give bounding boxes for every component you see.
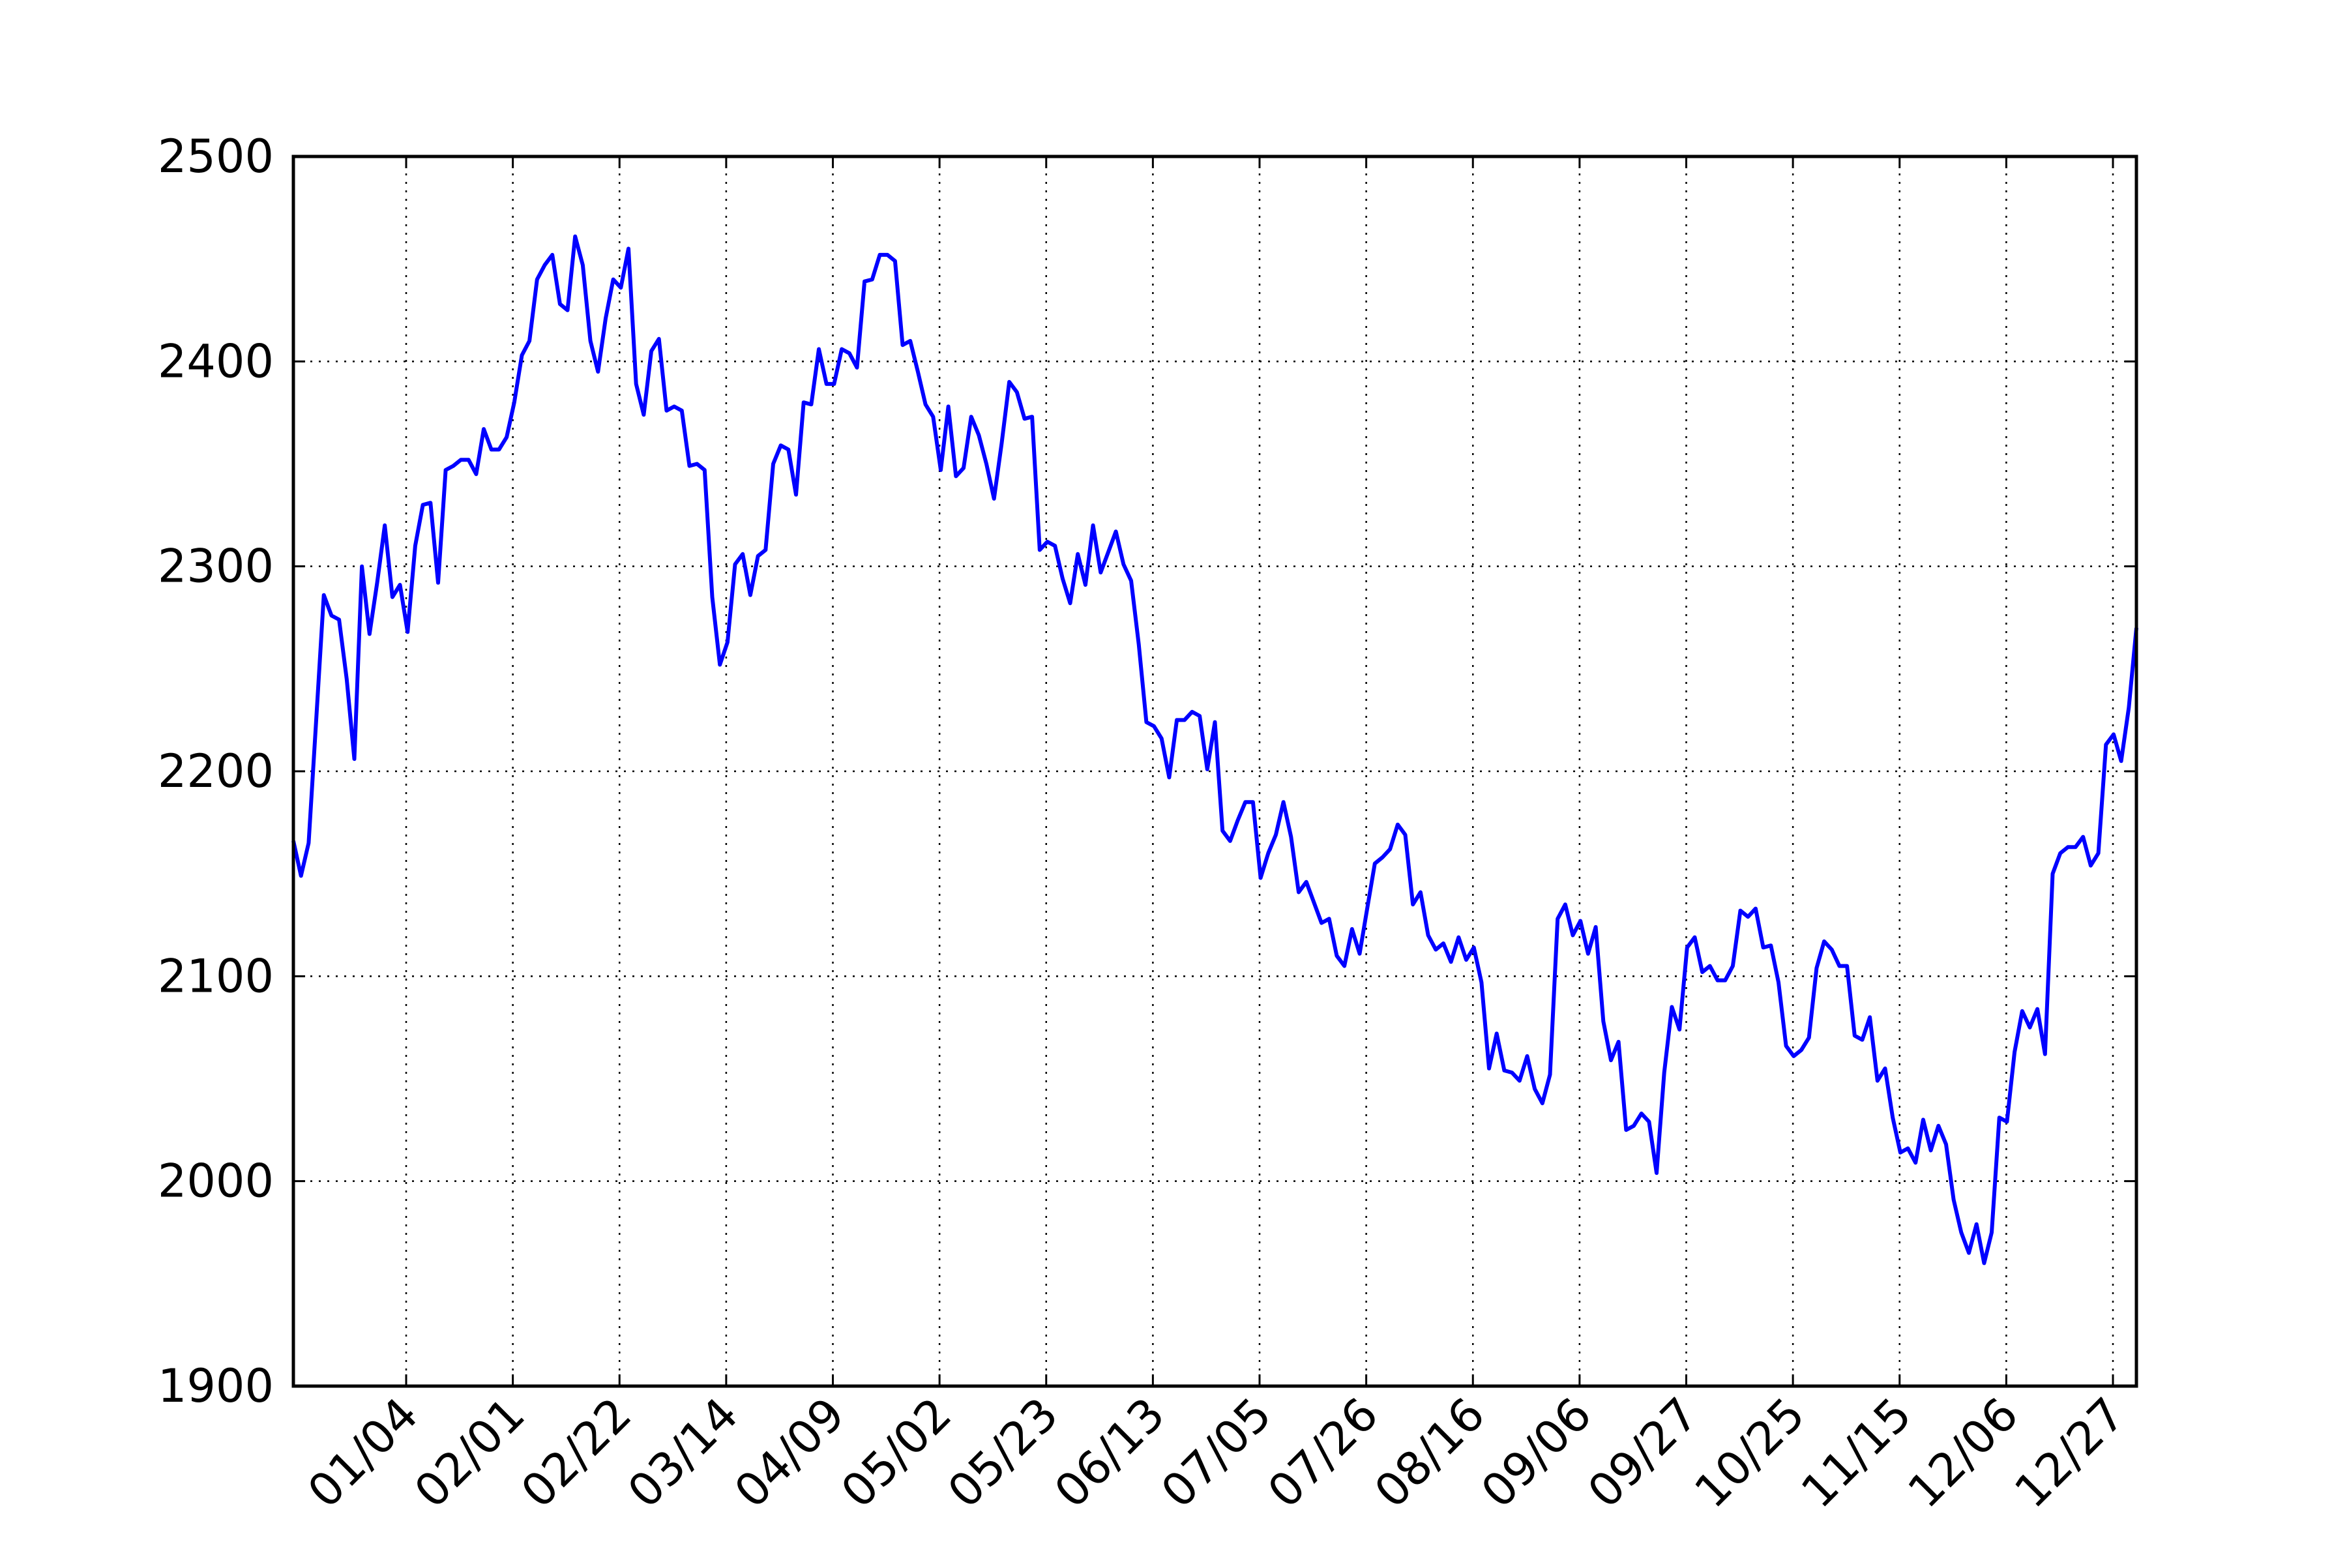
plot-frame — [291, 155, 2138, 1388]
series-layer — [291, 234, 2138, 1265]
y-tick-label: 1900 — [158, 1359, 274, 1413]
y-tick-label: 2300 — [158, 540, 274, 593]
y-tick-label: 2200 — [158, 745, 274, 798]
y-tick-labels: 1900 2000 2100 2200 2300 2400 2500 — [158, 130, 274, 1413]
series-line — [291, 234, 2138, 1265]
y-tick-label: 2100 — [158, 949, 274, 1003]
tick-marks — [293, 155, 2136, 1387]
y-tick-label: 2000 — [158, 1155, 274, 1208]
y-tick-label: 2500 — [158, 130, 274, 183]
grid-lines — [293, 156, 2136, 1386]
y-tick-label: 2400 — [158, 334, 274, 388]
